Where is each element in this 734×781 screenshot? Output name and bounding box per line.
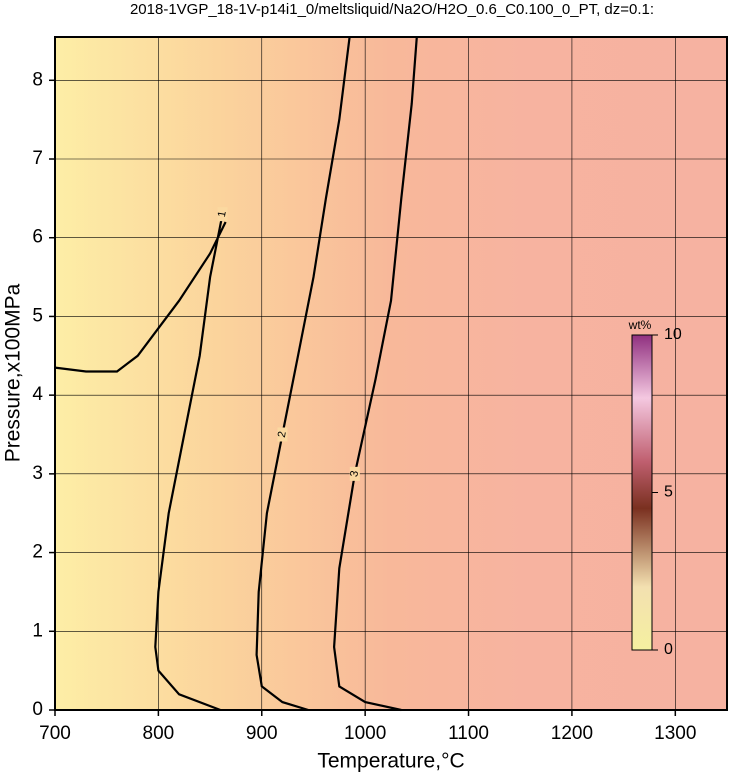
x-tick-label: 1000: [344, 723, 386, 744]
y-tick-label: 6: [32, 227, 43, 248]
plot-background: [55, 37, 727, 710]
contour-label: 3: [348, 470, 361, 478]
y-tick-label: 8: [32, 69, 43, 90]
y-tick-label: 3: [32, 463, 43, 484]
y-tick-label: 2: [32, 542, 43, 563]
plot-frame: [54, 36, 728, 711]
colorbar-ticks: 0 5 10: [652, 326, 682, 658]
x-tick-label: 700: [39, 723, 71, 744]
contour-line: [255, 36, 351, 712]
contour-line: [54, 213, 227, 712]
contour-label-bg: [217, 207, 228, 222]
contour-label: 1: [216, 210, 229, 218]
colorbar-tick-label: 10: [664, 326, 682, 343]
x-tick-label: 1100: [448, 723, 489, 744]
y-axis-label: Pressure,x100MPa: [2, 283, 25, 462]
y-tick-label: 4: [32, 384, 43, 405]
contour-label: 2: [276, 430, 289, 438]
colorbar-label: wt%: [628, 318, 652, 332]
x-tick-label: 800: [143, 723, 175, 744]
x-tick-label: 900: [246, 723, 278, 744]
y-tick-label: 0: [32, 699, 43, 720]
y-tick-label: 7: [32, 148, 43, 169]
contour-label-bg: [349, 466, 360, 481]
colorbar-tick-label: 5: [664, 484, 673, 501]
contours: 1 2 3: [54, 36, 418, 712]
chart-title: 2018-1VGP_18-1V-p14i1_0/meltsliquid/Na2O…: [130, 1, 654, 18]
x-tick-label: 1300: [654, 723, 696, 744]
colorbar: [631, 334, 653, 651]
x-tick-label: 1200: [551, 723, 593, 744]
y-tick-label: 1: [32, 620, 43, 641]
grid: [54, 37, 727, 711]
y-tick-label: 5: [32, 305, 43, 326]
contour-label-bg: [277, 427, 288, 442]
x-axis-label: Temperature,°C: [317, 750, 464, 773]
colorbar-tick-label: 0: [664, 641, 673, 658]
